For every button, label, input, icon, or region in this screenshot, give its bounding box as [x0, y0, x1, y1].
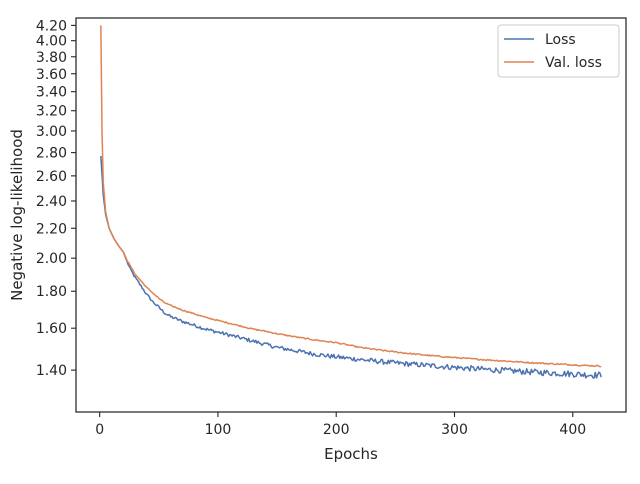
y-tick-label: 3.20	[36, 104, 67, 120]
legend-label-0: Loss	[545, 32, 576, 48]
plot-frame	[75, 17, 627, 413]
y-tick-label: 3.00	[36, 124, 67, 140]
legend-label-1: Val. loss	[545, 55, 602, 71]
y-tick-label: 4.00	[36, 34, 67, 50]
legend: Loss Val. loss	[497, 24, 620, 78]
y-tick-label: 2.20	[36, 221, 67, 237]
y-tick-label: 3.80	[36, 50, 67, 66]
x-tick-label: 0	[95, 422, 104, 438]
x-tick-label: 100	[205, 422, 232, 438]
plot-lines	[100, 25, 602, 379]
x-tick-label: 400	[559, 422, 586, 438]
y-axis-label: Negative log-likelihood	[8, 129, 26, 301]
y-tick-label: 2.80	[36, 146, 67, 162]
x-tick-label: 300	[441, 422, 468, 438]
y-axis: 1.40 1.60 1.80 2.00 2.20 2.40 2.60 2.80 3.00 3.20…	[36, 18, 76, 379]
y-tick-label: 3.40	[36, 85, 67, 101]
y-tick-label: 4.20	[36, 18, 67, 34]
series-line-0	[100, 155, 602, 379]
y-tick-label: 2.00	[36, 251, 67, 267]
y-tick-label: 2.40	[36, 194, 67, 210]
series-line-1	[100, 25, 602, 368]
y-tick-label: 1.80	[36, 284, 67, 300]
y-tick-label: 1.40	[36, 363, 67, 379]
y-tick-label: 3.60	[36, 67, 67, 83]
x-axis: 0 100 200 300 400	[95, 412, 586, 438]
legend-box	[497, 24, 620, 78]
y-tick-label: 2.60	[36, 169, 67, 185]
y-tick-label: 1.60	[36, 321, 67, 337]
x-axis-label: Epochs	[324, 445, 378, 463]
x-tick-label: 200	[323, 422, 350, 438]
